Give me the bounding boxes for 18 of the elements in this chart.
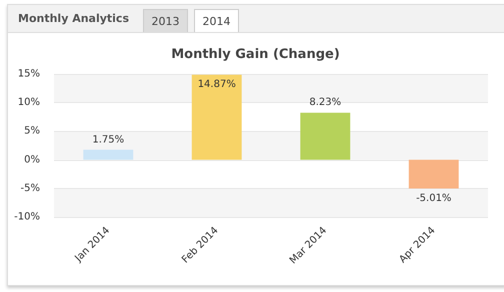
chart-title: Monthly Gain (Change) (171, 47, 340, 62)
text: 2013 (143, 9, 188, 32)
text: 2014 (194, 9, 239, 32)
bar (300, 112, 350, 160)
data-label: -5.01% (416, 192, 452, 204)
y-tick-label: -10% (14, 212, 40, 222)
data-label: 8.23% (309, 97, 342, 108)
text: Monthly Analytics (18, 12, 129, 25)
bar (408, 160, 459, 188)
data-label: 1.75% (92, 134, 124, 146)
bar (192, 74, 242, 160)
y-tick-label: 15% (18, 68, 40, 80)
y-tick-label: 5% (24, 126, 40, 137)
y-tick-label: -5% (20, 182, 40, 194)
y-tick-label: 0% (24, 154, 40, 166)
bar (83, 150, 134, 160)
data-label: 14.87% (198, 79, 236, 90)
y-tick-label: 10% (18, 97, 40, 108)
